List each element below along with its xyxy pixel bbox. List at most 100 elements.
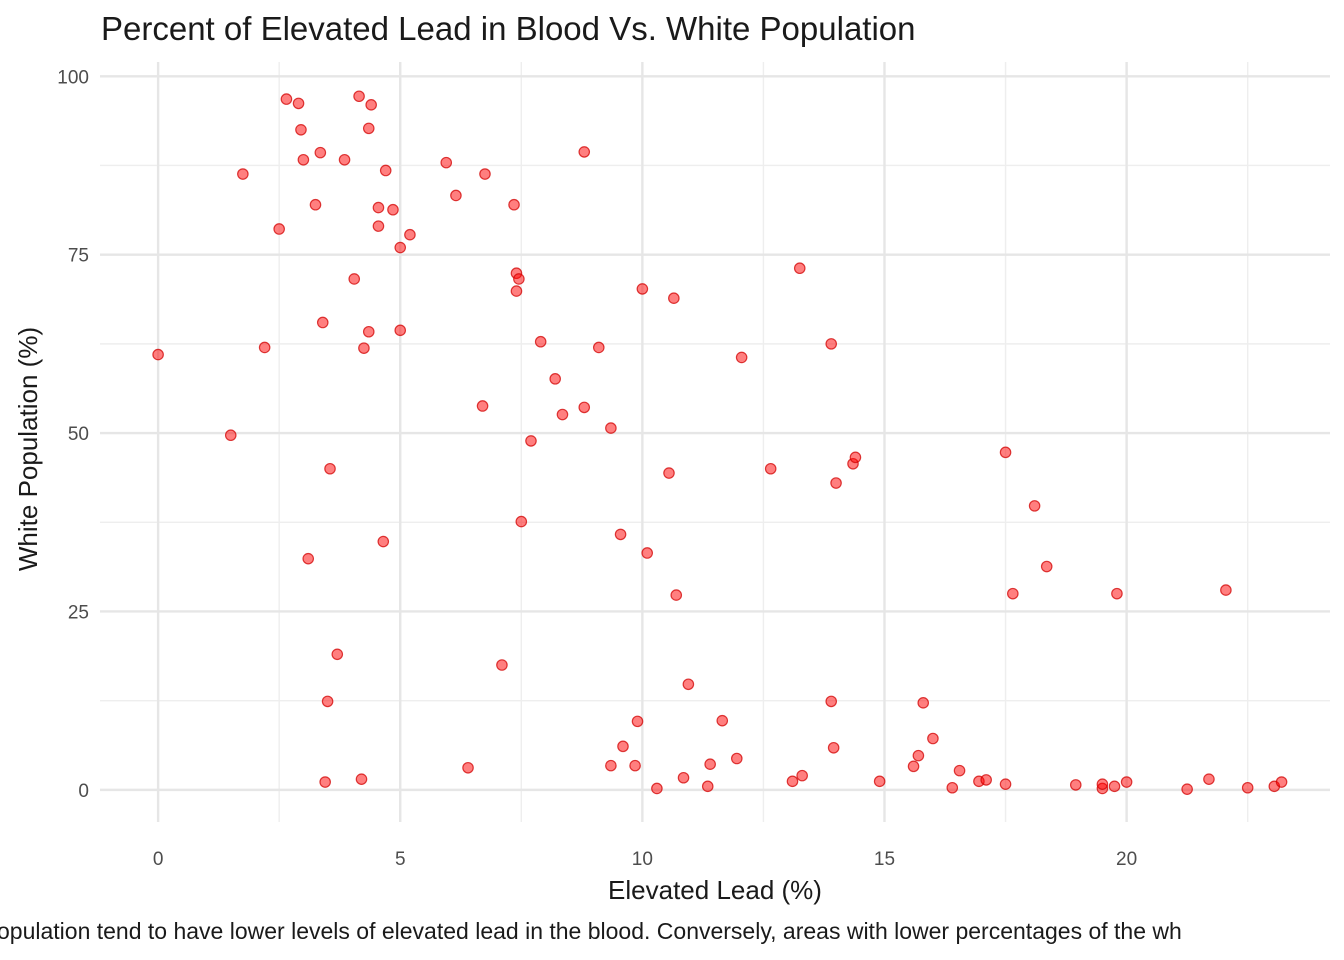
data-point <box>450 189 462 202</box>
y-tick-label: 25 <box>68 602 89 623</box>
y-axis-ticks: 0 25 50 75 100 <box>57 67 89 802</box>
data-point <box>912 749 925 762</box>
data-point <box>764 462 777 475</box>
data-point <box>605 759 617 772</box>
data-point <box>295 123 307 136</box>
data-point <box>525 435 537 447</box>
data-point <box>394 241 407 254</box>
data-point <box>355 773 368 785</box>
data-point <box>1007 587 1019 600</box>
data-point <box>670 589 683 601</box>
data-point <box>1096 778 1109 790</box>
data-point <box>927 732 939 745</box>
y-tick-label: 0 <box>78 781 89 802</box>
x-tick-label: 5 <box>395 849 406 870</box>
data-point <box>549 373 561 385</box>
data-point <box>1181 783 1193 795</box>
data-point <box>510 285 523 297</box>
data-point <box>1111 587 1123 600</box>
y-tick-label: 50 <box>68 424 89 445</box>
data-point <box>907 760 920 773</box>
data-point <box>152 348 164 361</box>
data-point <box>319 776 331 788</box>
data-point <box>677 771 690 784</box>
x-tick-label: 15 <box>874 849 895 870</box>
x-tick-label: 10 <box>632 849 653 870</box>
data-point <box>1275 776 1288 788</box>
data-point <box>830 477 842 489</box>
data-point <box>827 741 840 754</box>
data-point <box>324 462 336 475</box>
data-point <box>394 324 407 337</box>
data-point <box>629 759 641 772</box>
data-point <box>1069 779 1082 791</box>
data-point <box>917 697 930 709</box>
y-axis-title: White Population (%) <box>13 327 43 571</box>
data-point <box>578 146 591 158</box>
data-point <box>440 156 453 169</box>
data-point <box>730 752 743 765</box>
data-point <box>508 198 520 211</box>
data-point <box>258 341 271 354</box>
data-point <box>302 552 315 565</box>
data-point <box>372 220 385 232</box>
data-point <box>716 714 729 727</box>
data-point <box>292 97 305 110</box>
data-point <box>651 782 663 795</box>
x-tick-label: 20 <box>1116 849 1137 870</box>
chart-caption: opulation tend to have lower levels of e… <box>0 918 1182 944</box>
data-point <box>999 778 1012 790</box>
data-point <box>462 761 474 774</box>
data-point <box>404 228 416 241</box>
grid-lines <box>100 62 1330 822</box>
data-point <box>636 283 649 295</box>
data-point <box>358 342 370 354</box>
data-point <box>1120 776 1133 788</box>
data-point <box>605 422 617 434</box>
data-point <box>316 316 329 329</box>
data-point <box>873 775 886 788</box>
data-point <box>617 740 629 753</box>
data-point <box>704 758 716 770</box>
data-point <box>353 90 365 103</box>
data-point <box>701 780 714 793</box>
data-point <box>953 764 966 777</box>
data-point <box>1108 780 1121 793</box>
x-tick-label: 0 <box>153 849 164 870</box>
x-axis-ticks: 0 5 10 15 20 <box>153 849 1137 870</box>
data-point <box>314 146 327 159</box>
data-point <box>237 168 249 180</box>
data-point <box>556 408 569 421</box>
data-point <box>735 351 748 364</box>
data-point <box>365 99 377 111</box>
data-point <box>513 273 525 285</box>
data-point <box>641 547 654 559</box>
x-axis-title: Elevated Lead (%) <box>608 875 822 905</box>
data-point <box>793 262 806 275</box>
data-point <box>362 325 375 338</box>
data-point <box>631 715 644 728</box>
data-point <box>479 168 491 180</box>
data-point <box>1241 781 1254 794</box>
data-point <box>796 769 808 782</box>
data-point <box>682 678 695 691</box>
data-point <box>849 451 862 464</box>
y-tick-label: 100 <box>57 67 89 88</box>
data-point <box>1040 560 1053 573</box>
data-point <box>297 153 310 166</box>
data-point <box>614 528 627 541</box>
data-point <box>280 93 293 105</box>
data-point <box>786 775 799 788</box>
y-tick-label: 75 <box>68 246 89 267</box>
data-point <box>309 198 322 211</box>
data-point <box>372 201 385 214</box>
data-point <box>1220 584 1232 596</box>
data-point <box>362 122 375 135</box>
data-point <box>1203 773 1215 785</box>
data-point <box>578 401 591 414</box>
data-point <box>331 648 344 661</box>
data-point <box>476 400 489 412</box>
data-point <box>224 429 237 442</box>
data-point <box>825 338 838 350</box>
